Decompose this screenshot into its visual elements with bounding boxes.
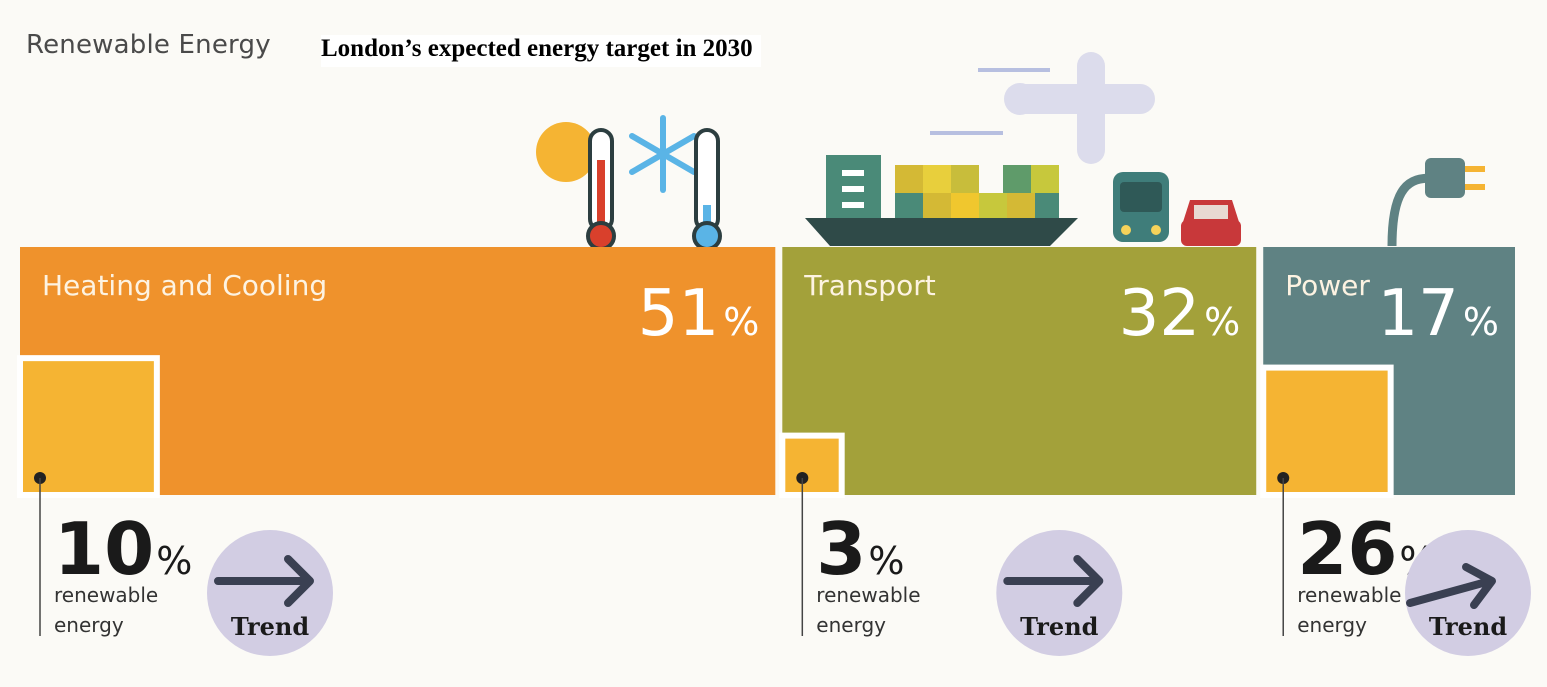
arrow-up-right-icon: [1406, 563, 1496, 609]
chart-marks: Heating and Cooling 51 %10%renewableenergy…: [17, 247, 1531, 656]
trend-label: Trend: [1429, 612, 1507, 641]
arrow-right-icon: [214, 555, 314, 607]
trend-label: Trend: [231, 612, 309, 641]
hot-thermometer-icon: [586, 128, 616, 251]
plug-pin: [1465, 184, 1485, 190]
car-icon: [1181, 200, 1241, 246]
renewable-value: 3%: [816, 507, 904, 591]
renewable-sub-label: energy: [54, 613, 124, 637]
airplane-icon: [1004, 52, 1155, 164]
transport-illustration: [805, 52, 1241, 246]
category-label: Power: [1285, 269, 1370, 302]
renewable-sub-label: energy: [816, 613, 886, 637]
brand-label: Renewable Energy: [26, 30, 271, 60]
category-label: Heating and Cooling: [42, 269, 327, 302]
cargo-ship-icon: [805, 155, 1078, 246]
cold-thermometer-icon: [692, 128, 722, 251]
renewable-sub-label: renewable: [54, 583, 158, 607]
share-value: 51%: [638, 277, 760, 351]
plug-icon: [1425, 158, 1465, 198]
renewable-value: 10%: [54, 507, 192, 591]
category-bar-transport: [782, 247, 1257, 495]
renewable-bar-heating-and-cooling: [17, 355, 160, 498]
trend-circle: [996, 530, 1123, 656]
category-label: Transport: [803, 269, 935, 302]
trend-circle: [1405, 530, 1531, 656]
sun-icon: [536, 122, 596, 182]
snowflake-icon: [629, 115, 697, 193]
renewable-sub-label: energy: [1297, 613, 1367, 637]
renewable-sub-label: renewable: [1297, 583, 1401, 607]
share-value: 17%: [1377, 277, 1499, 351]
plug-pin: [1465, 166, 1485, 172]
trend-circle: [207, 530, 333, 656]
renewable-sub-label: renewable: [816, 583, 920, 607]
power-plug-illustration: [1387, 158, 1485, 247]
share-value: 32%: [1119, 277, 1241, 351]
weather-illustration: [536, 115, 722, 251]
bus-icon: [1113, 172, 1169, 242]
renewable-bar-transport: [779, 432, 845, 499]
chart-title: London’s expected energy target in 2030: [321, 35, 761, 67]
arrow-right-icon: [1003, 555, 1104, 607]
trend-label: Trend: [1020, 612, 1098, 641]
